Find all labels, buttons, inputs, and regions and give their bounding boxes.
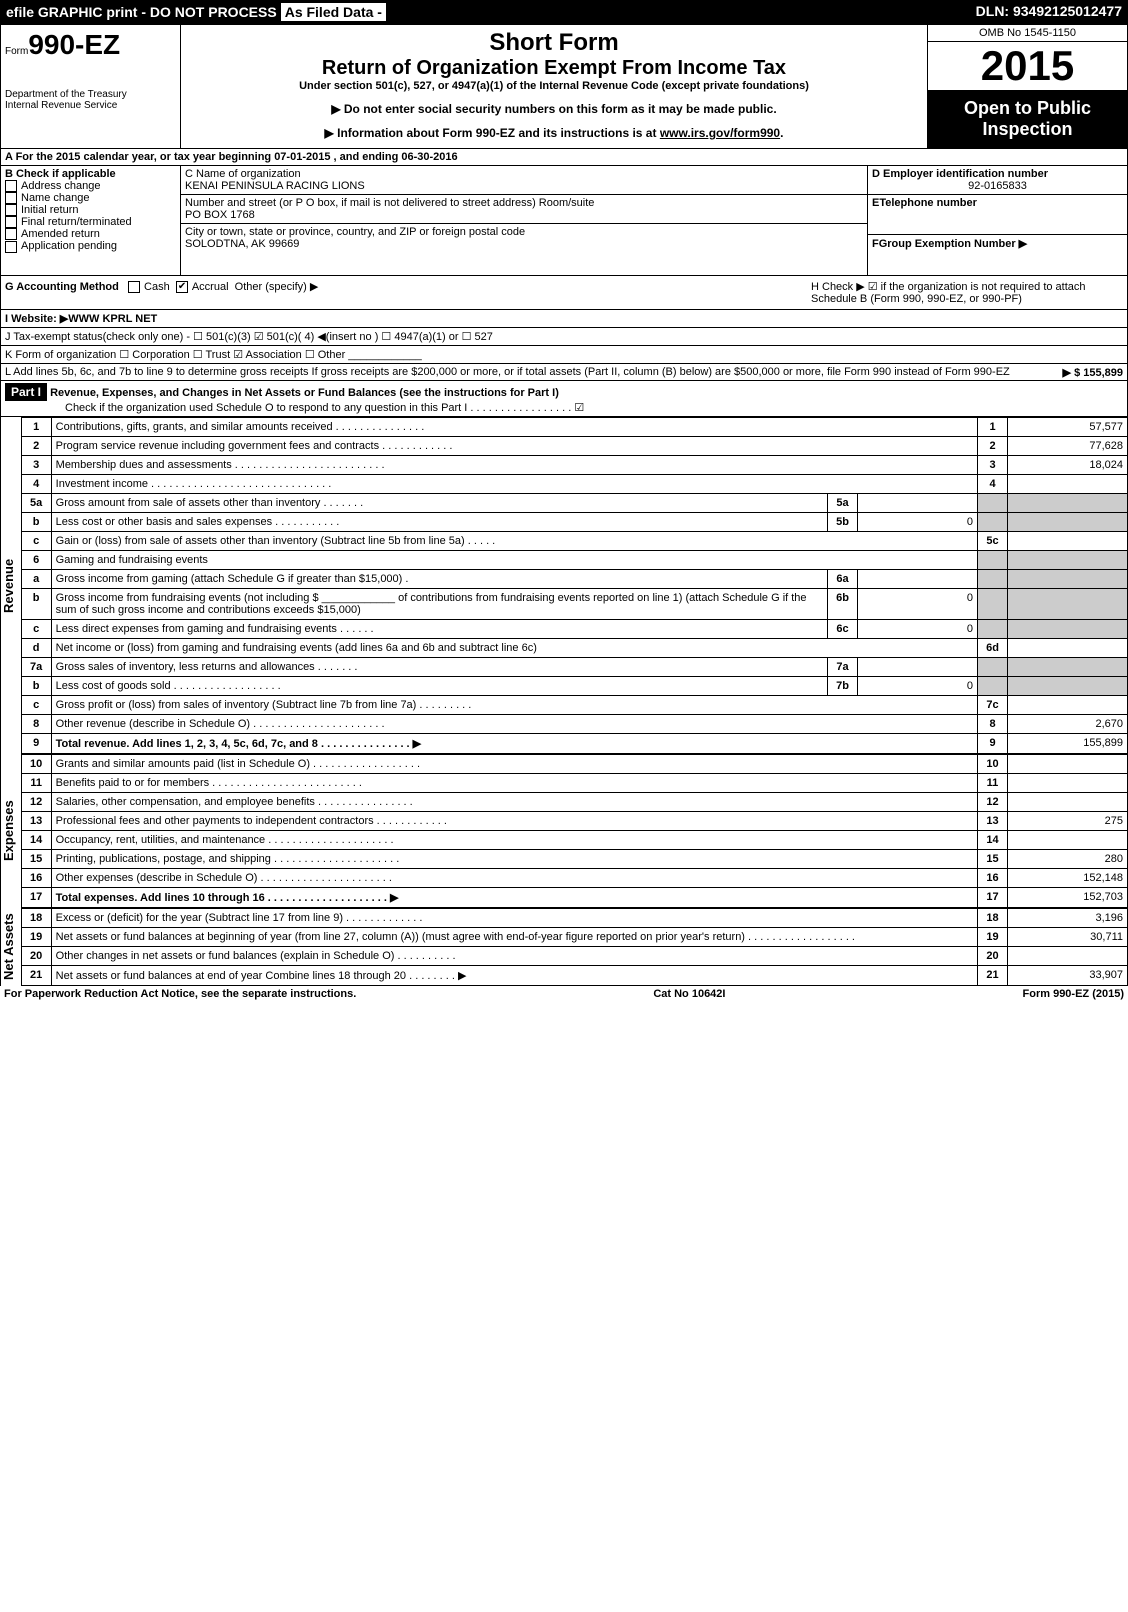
g-label: G Accounting Method	[5, 281, 119, 293]
c-addr: PO BOX 1768	[185, 209, 863, 221]
line-row: bLess cost or other basis and sales expe…	[21, 513, 1127, 532]
line-row: cGain or (loss) from sale of assets othe…	[21, 532, 1127, 551]
line-row: 19Net assets or fund balances at beginni…	[21, 928, 1127, 947]
line-row: 20Other changes in net assets or fund ba…	[21, 947, 1127, 966]
checkbox-address-change[interactable]	[5, 180, 17, 192]
l-amount: ▶ $ 155,899	[1063, 366, 1123, 379]
line-row: bGross income from fundraising events (n…	[21, 589, 1127, 620]
row-i-website: I Website: ▶WWW KPRL NET	[0, 310, 1128, 328]
line-row: 12Salaries, other compensation, and empl…	[21, 793, 1127, 812]
g-accrual: Accrual	[192, 281, 229, 293]
colb-item: Name change	[5, 192, 176, 204]
g-other: Other (specify) ▶	[235, 281, 319, 293]
open-public: Open to Public Inspection	[928, 90, 1127, 148]
f-group-label: FGroup Exemption Number ▶	[872, 238, 1027, 250]
part1-label: Part I	[5, 383, 47, 401]
row-gh: G Accounting Method Cash Accrual Other (…	[0, 276, 1128, 310]
col-b-label: B Check if applicable	[5, 168, 176, 180]
netassets-side-label: Net Assets	[1, 908, 21, 986]
c-city-label: City or town, state or province, country…	[185, 226, 863, 238]
line-row: 18Excess or (deficit) for the year (Subt…	[21, 909, 1127, 928]
section-bcde: B Check if applicable Address changeName…	[0, 166, 1128, 276]
line-row: 9Total revenue. Add lines 1, 2, 3, 4, 5c…	[21, 734, 1127, 754]
dept-treasury: Department of the Treasury	[5, 89, 176, 100]
line-row: 16Other expenses (describe in Schedule O…	[21, 869, 1127, 888]
line-row: 13Professional fees and other payments t…	[21, 812, 1127, 831]
checkbox-initial-return[interactable]	[5, 204, 17, 216]
title-return: Return of Organization Exempt From Incom…	[185, 57, 923, 80]
g-cash-checkbox[interactable]	[128, 281, 140, 293]
line-row: 1Contributions, gifts, grants, and simil…	[21, 418, 1127, 437]
tax-year: 2015	[928, 42, 1127, 90]
line-row: cGross profit or (loss) from sales of in…	[21, 696, 1127, 715]
c-org-name: KENAI PENINSULA RACING LIONS	[185, 180, 863, 192]
row-j-tax-status: J Tax-exempt status(check only one) - ☐ …	[0, 328, 1128, 346]
line-row: 21Net assets or fund balances at end of …	[21, 966, 1127, 986]
dept-irs: Internal Revenue Service	[5, 100, 176, 111]
line-row: dNet income or (loss) from gaming and fu…	[21, 639, 1127, 658]
footer-left: For Paperwork Reduction Act Notice, see …	[4, 988, 356, 1000]
irs-link[interactable]: www.irs.gov/form990	[660, 126, 780, 140]
checkbox-final-return/terminated[interactable]	[5, 216, 17, 228]
line-row: 11Benefits paid to or for members . . . …	[21, 774, 1127, 793]
form-header: Form990-EZ Department of the Treasury In…	[0, 24, 1128, 149]
part1-check: Check if the organization used Schedule …	[65, 402, 584, 414]
checkbox-amended-return[interactable]	[5, 228, 17, 240]
row-k-org-form: K Form of organization ☐ Corporation ☐ T…	[0, 346, 1128, 364]
omb-number: OMB No 1545-1150	[928, 25, 1127, 42]
line-row: 8Other revenue (describe in Schedule O) …	[21, 715, 1127, 734]
colb-item: Initial return	[5, 204, 176, 216]
footer-right: Form 990-EZ (2015)	[1023, 988, 1124, 1000]
g-accrual-checkbox[interactable]	[176, 281, 188, 293]
h-schedule-b: H Check ▶ ☑ if the organization is not r…	[807, 276, 1127, 309]
colb-item: Amended return	[5, 228, 176, 240]
note-info: ▶ Information about Form 990-EZ and its …	[325, 126, 657, 140]
row-a-tax-year: A For the 2015 calendar year, or tax yea…	[0, 149, 1128, 166]
line-row: 3Membership dues and assessments . . . .…	[21, 456, 1127, 475]
form-prefix: Form	[5, 46, 28, 57]
revenue-side-label: Revenue	[1, 417, 21, 754]
title-short-form: Short Form	[185, 29, 923, 57]
c-addr-label: Number and street (or P O box, if mail i…	[185, 197, 863, 209]
top-bar: efile GRAPHIC print - DO NOT PROCESS As …	[0, 0, 1128, 24]
c-city: SOLODTNA, AK 99669	[185, 238, 863, 250]
line-row: 14Occupancy, rent, utilities, and mainte…	[21, 831, 1127, 850]
form-number: 990-EZ	[28, 29, 120, 60]
footer: For Paperwork Reduction Act Notice, see …	[0, 986, 1128, 1002]
c-name-label: C Name of organization	[185, 168, 863, 180]
line-row: cLess direct expenses from gaming and fu…	[21, 620, 1127, 639]
netassets-table: 18Excess or (deficit) for the year (Subt…	[21, 908, 1128, 986]
revenue-table: 1Contributions, gifts, grants, and simil…	[21, 417, 1128, 754]
e-phone-label: ETelephone number	[872, 197, 977, 209]
line-row: 15Printing, publications, postage, and s…	[21, 850, 1127, 869]
expenses-table: 10Grants and similar amounts paid (list …	[21, 754, 1128, 908]
asfiled-label: As Filed Data -	[281, 3, 386, 21]
note-ssn: ▶ Do not enter social security numbers o…	[185, 102, 923, 116]
footer-mid: Cat No 10642I	[653, 988, 725, 1000]
efile-label: efile GRAPHIC print - DO NOT PROCESS	[6, 4, 277, 20]
line-row: 10Grants and similar amounts paid (list …	[21, 755, 1127, 774]
checkbox-name-change[interactable]	[5, 192, 17, 204]
d-ein-label: D Employer identification number	[872, 168, 1123, 180]
line-row: bLess cost of goods sold . . . . . . . .…	[21, 677, 1127, 696]
line-row: 17Total expenses. Add lines 10 through 1…	[21, 888, 1127, 908]
part1-title: Revenue, Expenses, and Changes in Net As…	[50, 387, 559, 399]
colb-item: Final return/terminated	[5, 216, 176, 228]
line-row: 2Program service revenue including gover…	[21, 437, 1127, 456]
line-row: 7aGross sales of inventory, less returns…	[21, 658, 1127, 677]
line-row: 4Investment income . . . . . . . . . . .…	[21, 475, 1127, 494]
title-under: Under section 501(c), 527, or 4947(a)(1)…	[185, 80, 923, 92]
dln-label: DLN: 93492125012477	[976, 3, 1122, 21]
line-row: 5aGross amount from sale of assets other…	[21, 494, 1127, 513]
colb-item: Address change	[5, 180, 176, 192]
l-text: L Add lines 5b, 6c, and 7b to line 9 to …	[5, 366, 1010, 378]
g-cash: Cash	[144, 281, 170, 293]
line-row: aGross income from gaming (attach Schedu…	[21, 570, 1127, 589]
d-ein: 92-0165833	[872, 180, 1123, 192]
line-row: 6Gaming and fundraising events	[21, 551, 1127, 570]
colb-item: Application pending	[5, 240, 176, 252]
expenses-side-label: Expenses	[1, 754, 21, 908]
checkbox-application-pending[interactable]	[5, 241, 17, 253]
row-l-gross: L Add lines 5b, 6c, and 7b to line 9 to …	[0, 364, 1128, 381]
